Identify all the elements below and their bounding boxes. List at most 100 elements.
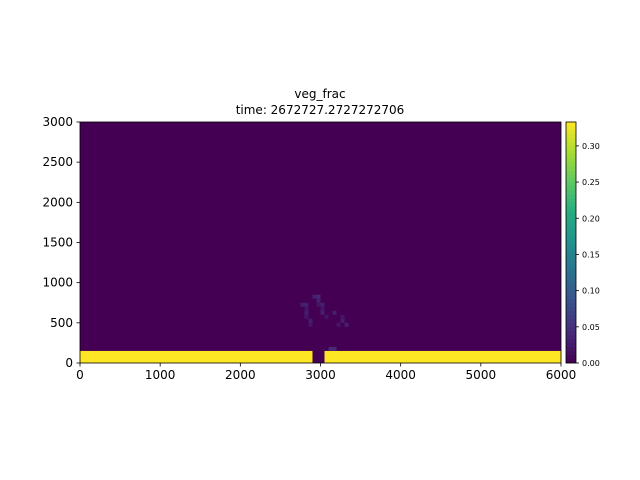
colorbar-segment <box>566 242 576 247</box>
x-tick-label: 4000 <box>385 368 416 382</box>
colorbar-segment <box>566 234 576 239</box>
x-tick-label: 0 <box>76 368 84 382</box>
heatmap-background <box>80 122 561 363</box>
colorbar-tick-label: 0.20 <box>582 214 600 223</box>
colorbar <box>565 121 577 364</box>
colorbar-segment <box>566 246 576 251</box>
colorbar-segment <box>566 141 576 147</box>
colorbar-segment <box>566 298 576 304</box>
colorbar-segment <box>566 342 576 348</box>
colorbar-segment <box>566 334 576 340</box>
heatmap-cell <box>308 318 313 323</box>
y-tick-label: 2000 <box>42 195 73 209</box>
colorbar-segment <box>566 358 576 364</box>
colorbar-segment <box>566 290 576 296</box>
chart-title: veg_frac <box>294 87 345 101</box>
colorbar-tick-label: 0.00 <box>582 359 600 368</box>
colorbar-segment <box>566 282 576 287</box>
colorbar-segment <box>566 218 576 223</box>
colorbar-segment <box>566 145 576 151</box>
y-tick-label: 1500 <box>42 236 73 250</box>
colorbar-segment <box>566 137 576 143</box>
colorbar-segment <box>566 322 576 328</box>
colorbar-segment <box>566 318 576 324</box>
y-tick-label: 3000 <box>42 115 73 129</box>
colorbar-segment <box>566 302 576 308</box>
heatmap-cell <box>328 346 337 351</box>
colorbar-segment <box>566 338 576 344</box>
colorbar-segment <box>566 238 576 243</box>
y-axis: 0 500 1000 1500 2000 2500 3000 <box>42 115 80 370</box>
x-tick-label: 1000 <box>145 368 176 382</box>
colorbar-segment <box>566 230 576 235</box>
x-axis: 0 1000 2000 3000 4000 5000 6000 <box>76 363 576 382</box>
colorbar-segment <box>566 177 576 183</box>
heatmap-cell <box>320 306 325 311</box>
colorbar-segment <box>566 270 576 275</box>
heatmap-cell <box>320 310 325 315</box>
y-tick-label: 1000 <box>42 276 73 290</box>
colorbar-segment <box>566 198 576 203</box>
chart-subtitle: time: 2672727.2727272706 <box>236 103 405 117</box>
colorbar-segment <box>566 161 576 167</box>
colorbar-segment <box>566 254 576 259</box>
colorbar-segment <box>566 286 576 291</box>
colorbar-segment <box>566 210 576 215</box>
colorbar-segment <box>566 173 576 179</box>
heatmap-cell <box>336 322 341 327</box>
colorbar-segment <box>566 346 576 352</box>
colorbar-segment <box>566 278 576 283</box>
colorbar-segment <box>566 330 576 336</box>
heatmap-cell <box>332 310 337 315</box>
colorbar-segment <box>566 149 576 155</box>
colorbar-segment <box>566 206 576 211</box>
colorbar-segment <box>566 258 576 263</box>
colorbar-segment <box>566 354 576 360</box>
heatmap-cell <box>324 350 561 363</box>
colorbar-tick-label: 0.10 <box>582 287 600 296</box>
y-tick-label: 2500 <box>42 155 73 169</box>
colorbar-segment <box>566 274 576 279</box>
colorbar-segment <box>566 129 576 135</box>
colorbar-segment <box>566 125 576 131</box>
heatmap-cell <box>312 294 317 299</box>
heatmap-cell <box>344 322 349 327</box>
heatmap-cell <box>304 314 309 319</box>
heatmap-cell <box>324 314 329 319</box>
colorbar-segment <box>566 266 576 271</box>
colorbar-frame <box>565 121 577 364</box>
x-tick-label: 3000 <box>305 368 336 382</box>
colorbar-segment <box>566 314 576 320</box>
colorbar-segment <box>566 310 576 316</box>
heatmap-cell <box>300 302 305 307</box>
heatmap-cell <box>340 318 345 323</box>
colorbar-segment <box>566 214 576 219</box>
colorbar-segment <box>566 121 576 127</box>
heatmap-cell <box>320 302 325 307</box>
colorbar-segment <box>566 185 576 191</box>
heatmap-cell <box>304 310 309 315</box>
colorbar-tick-label: 0.30 <box>582 142 600 151</box>
x-tick-label: 5000 <box>466 368 497 382</box>
colorbar-segment <box>566 294 576 300</box>
colorbar-tick-label: 0.05 <box>582 323 600 332</box>
heatmap-cell <box>308 322 313 327</box>
colorbar-tick-label: 0.25 <box>582 178 600 187</box>
colorbar-segment <box>566 194 576 199</box>
colorbar-segment <box>566 306 576 312</box>
y-tick-label: 500 <box>50 316 73 330</box>
colorbar-segment <box>566 181 576 187</box>
colorbar-segment <box>566 189 576 195</box>
colorbar-segment <box>566 157 576 163</box>
colorbar-tick-label: 0.15 <box>582 250 600 259</box>
colorbar-segment <box>566 226 576 231</box>
colorbar-segment <box>566 153 576 159</box>
colorbar-segment <box>566 326 576 332</box>
colorbar-segment <box>566 165 576 171</box>
colorbar-segment <box>566 222 576 227</box>
colorbar-segment <box>566 262 576 267</box>
x-tick-label: 2000 <box>225 368 256 382</box>
heatmap-cell <box>80 350 313 363</box>
colorbar-segment <box>566 169 576 175</box>
